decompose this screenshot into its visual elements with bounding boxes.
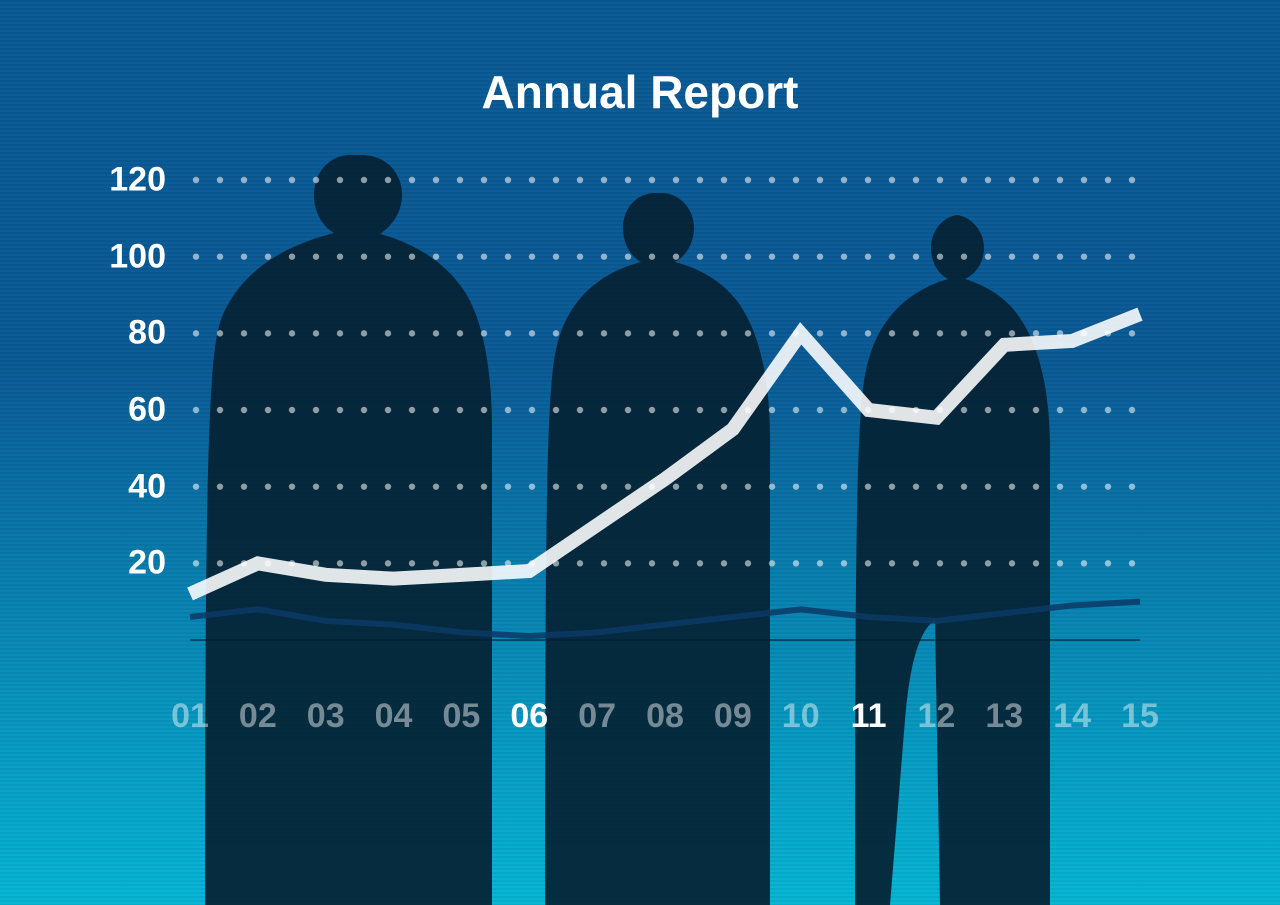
x-tick-label: 06 [510,697,548,736]
x-tick-label: 02 [239,697,277,736]
x-tick-label: 14 [1053,697,1091,736]
series-secondary [190,602,1140,637]
x-tick-label: 09 [714,697,752,736]
x-tick-label: 04 [375,697,413,736]
x-tick-label: 11 [851,697,887,736]
x-tick-label: 10 [782,697,820,736]
x-tick-label: 13 [985,697,1023,736]
y-tick-label: 40 [96,467,166,506]
y-tick-label: 20 [96,544,166,583]
y-tick-label: 120 [96,161,166,200]
y-tick-label: 100 [96,237,166,276]
y-tick-label: 60 [96,391,166,430]
chart-stage: Annual Report 20 40 60 80 100 120 01 02 03 04 05 06… [0,0,1280,905]
x-tick-label: 01 [171,697,209,736]
x-tick-label: 08 [646,697,684,736]
x-tick-label: 12 [918,697,956,736]
x-tick-label: 03 [307,697,345,736]
x-tick-label: 07 [578,697,616,736]
y-tick-label: 80 [96,314,166,353]
x-tick-label: 15 [1121,697,1159,736]
chart-title: Annual Report [0,65,1280,119]
series-primary [190,314,1140,594]
x-tick-label: 05 [443,697,481,736]
chart-svg [0,0,1280,905]
